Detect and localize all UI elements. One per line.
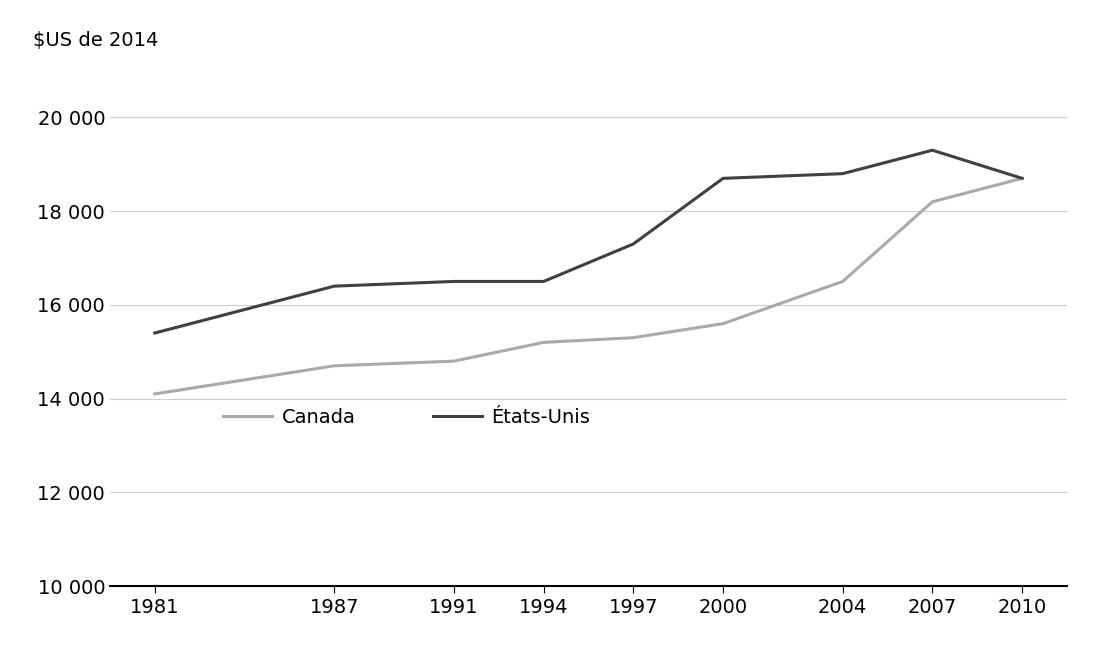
Canada	[1015, 174, 1028, 182]
Line: États-Unis: États-Unis	[155, 151, 1022, 333]
États-Unis	[716, 174, 729, 182]
Canada	[148, 390, 162, 398]
Canada	[537, 338, 550, 346]
Canada	[448, 357, 461, 365]
États-Unis	[537, 278, 550, 286]
Canada	[836, 278, 849, 286]
Canada	[627, 334, 640, 342]
États-Unis	[148, 329, 162, 337]
Legend: Canada, États-Unis: Canada, États-Unis	[216, 400, 598, 435]
Canada	[328, 362, 341, 370]
Canada	[716, 320, 729, 328]
Line: Canada: Canada	[155, 178, 1022, 394]
États-Unis	[328, 282, 341, 290]
États-Unis	[926, 147, 939, 155]
États-Unis	[836, 170, 849, 178]
Text: $US de 2014: $US de 2014	[33, 31, 158, 49]
États-Unis	[627, 240, 640, 248]
États-Unis	[448, 278, 461, 286]
États-Unis	[1015, 174, 1028, 182]
Canada	[926, 198, 939, 206]
